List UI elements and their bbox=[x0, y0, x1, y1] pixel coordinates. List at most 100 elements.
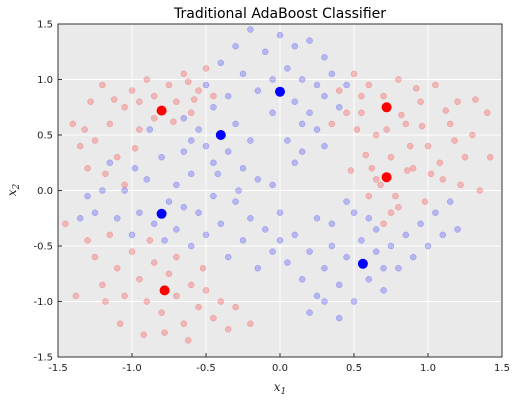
data-point-red bbox=[113, 153, 121, 161]
data-point-blue bbox=[380, 264, 387, 272]
data-point-red bbox=[62, 220, 69, 228]
data-point-blue bbox=[313, 292, 321, 300]
data-point-blue bbox=[247, 26, 254, 33]
y-tick-label: 0.0 bbox=[37, 186, 53, 197]
data-point-blue bbox=[350, 209, 358, 216]
y-tick-label: -1.5 bbox=[33, 353, 53, 364]
data-point-blue bbox=[395, 264, 402, 272]
data-point-red bbox=[173, 98, 180, 105]
data-point-red bbox=[395, 76, 402, 83]
data-point-blue bbox=[298, 120, 306, 128]
data-point-blue bbox=[321, 92, 328, 100]
data-point-blue bbox=[187, 137, 195, 144]
data-point-red bbox=[247, 320, 254, 327]
data-point-blue bbox=[432, 209, 439, 216]
data-point-red bbox=[439, 176, 447, 183]
data-point-red bbox=[91, 253, 99, 261]
data-point-blue bbox=[276, 209, 284, 216]
data-point-blue bbox=[335, 314, 343, 322]
data-point-red bbox=[184, 78, 192, 85]
data-point-red bbox=[140, 331, 148, 339]
data-point-red bbox=[150, 115, 158, 122]
data-point-red bbox=[113, 264, 121, 272]
data-point-red bbox=[398, 111, 405, 119]
data-point-red bbox=[406, 142, 414, 150]
data-point-red bbox=[372, 131, 380, 139]
data-point-red bbox=[106, 231, 114, 239]
data-point-blue bbox=[284, 65, 291, 72]
data-point-blue bbox=[284, 259, 291, 266]
data-point-red bbox=[343, 109, 350, 117]
data-point-blue bbox=[106, 159, 114, 167]
data-point-blue bbox=[210, 104, 217, 111]
data-point-red bbox=[173, 253, 180, 261]
chart-title: Traditional AdaBoost Classifier bbox=[173, 6, 386, 22]
x-tick-label: -0.5 bbox=[196, 363, 216, 374]
data-point-red bbox=[476, 187, 484, 194]
data-point-red bbox=[121, 181, 128, 189]
data-point-blue bbox=[298, 76, 306, 83]
data-point-red bbox=[165, 270, 173, 278]
data-point-blue bbox=[195, 126, 202, 133]
large-points-layer bbox=[156, 86, 392, 296]
data-point-blue bbox=[328, 220, 336, 228]
highlight-point-red bbox=[159, 285, 170, 296]
data-point-blue bbox=[224, 92, 232, 100]
data-point-blue bbox=[165, 198, 173, 205]
data-point-red bbox=[457, 181, 464, 189]
data-point-red bbox=[210, 314, 217, 322]
data-point-blue bbox=[365, 276, 373, 283]
data-point-blue bbox=[306, 109, 313, 117]
data-point-blue bbox=[321, 54, 328, 61]
data-point-red bbox=[368, 165, 376, 172]
data-point-red bbox=[187, 281, 195, 289]
data-point-red bbox=[128, 87, 136, 94]
data-point-red bbox=[418, 122, 426, 130]
data-point-red bbox=[158, 309, 165, 316]
data-point-red bbox=[184, 337, 192, 344]
data-point-red bbox=[424, 142, 432, 150]
data-point-blue bbox=[365, 215, 373, 222]
data-point-blue bbox=[173, 181, 180, 189]
data-point-red bbox=[387, 153, 395, 161]
data-point-blue bbox=[335, 104, 343, 111]
data-point-blue bbox=[232, 120, 239, 128]
data-point-red bbox=[110, 96, 118, 103]
data-point-blue bbox=[113, 215, 121, 222]
data-point-blue bbox=[343, 253, 350, 261]
data-point-blue bbox=[239, 70, 247, 78]
data-point-red bbox=[417, 98, 424, 105]
data-point-blue bbox=[291, 231, 299, 239]
data-point-blue bbox=[210, 192, 217, 200]
data-point-blue bbox=[313, 126, 321, 133]
data-point-red bbox=[102, 298, 109, 305]
data-point-blue bbox=[173, 226, 180, 233]
data-point-blue bbox=[424, 242, 432, 250]
data-point-red bbox=[365, 192, 373, 200]
data-point-red bbox=[99, 81, 106, 89]
data-point-blue bbox=[131, 165, 139, 172]
data-point-red bbox=[387, 209, 395, 216]
y-tick-label: 1.5 bbox=[37, 20, 53, 31]
data-point-red bbox=[427, 170, 435, 178]
data-point-blue bbox=[269, 109, 276, 117]
data-point-blue bbox=[121, 187, 128, 194]
data-point-blue bbox=[261, 48, 269, 56]
data-point-red bbox=[442, 107, 450, 114]
y-tick-label: 0.5 bbox=[37, 131, 53, 142]
data-point-red bbox=[170, 118, 177, 125]
data-point-blue bbox=[202, 231, 210, 239]
data-point-red bbox=[432, 81, 439, 89]
data-point-red bbox=[392, 192, 399, 200]
data-point-blue bbox=[298, 148, 306, 155]
x-axis-label-main: x bbox=[274, 380, 281, 394]
data-point-red bbox=[404, 167, 411, 174]
data-point-red bbox=[131, 145, 139, 152]
data-point-blue bbox=[232, 42, 239, 50]
y-axis-label-sub: 2 bbox=[12, 183, 22, 190]
data-point-blue bbox=[214, 170, 222, 178]
data-point-blue bbox=[235, 187, 242, 194]
data-point-blue bbox=[261, 226, 269, 233]
data-point-blue bbox=[343, 198, 350, 205]
data-point-blue bbox=[306, 37, 313, 44]
